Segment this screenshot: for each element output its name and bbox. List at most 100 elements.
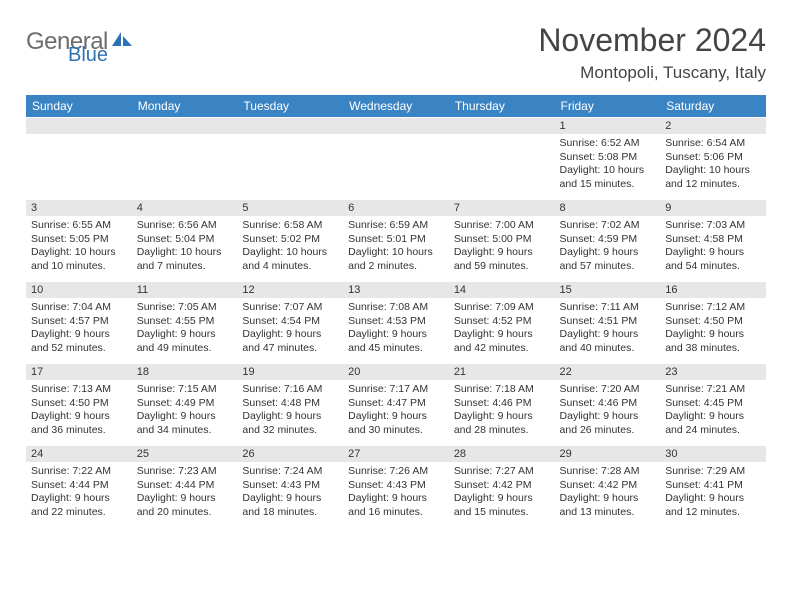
sunrise-text: Sunrise: 7:09 AM — [454, 301, 550, 315]
day-detail: Sunrise: 7:05 AMSunset: 4:55 PMDaylight:… — [132, 298, 238, 361]
calendar-day-cell: 19Sunrise: 7:16 AMSunset: 4:48 PMDayligh… — [237, 363, 343, 445]
calendar-day-cell: 4Sunrise: 6:56 AMSunset: 5:04 PMDaylight… — [132, 199, 238, 281]
sunset-text: Sunset: 5:01 PM — [348, 233, 444, 247]
calendar-day-cell: 13Sunrise: 7:08 AMSunset: 4:53 PMDayligh… — [343, 281, 449, 363]
day-number: 19 — [237, 363, 343, 380]
sunset-text: Sunset: 5:06 PM — [665, 151, 761, 165]
daylight-text: Daylight: 9 hours and 13 minutes. — [560, 492, 656, 519]
daylight-text: Daylight: 9 hours and 40 minutes. — [560, 328, 656, 355]
sunrise-text: Sunrise: 7:23 AM — [137, 465, 233, 479]
title-block: November 2024 Montopoli, Tuscany, Italy — [538, 22, 766, 83]
day-detail: Sunrise: 7:12 AMSunset: 4:50 PMDaylight:… — [660, 298, 766, 361]
page-container: General Blue November 2024 Montopoli, Tu… — [0, 0, 792, 545]
day-detail: Sunrise: 6:59 AMSunset: 5:01 PMDaylight:… — [343, 216, 449, 279]
daylight-text: Daylight: 9 hours and 42 minutes. — [454, 328, 550, 355]
daylight-text: Daylight: 9 hours and 38 minutes. — [665, 328, 761, 355]
sunrise-text: Sunrise: 7:02 AM — [560, 219, 656, 233]
calendar-day-cell: 22Sunrise: 7:20 AMSunset: 4:46 PMDayligh… — [555, 363, 661, 445]
day-number: 6 — [343, 199, 449, 216]
day-number: 24 — [26, 445, 132, 462]
calendar-day-cell — [343, 117, 449, 199]
day-detail: Sunrise: 7:09 AMSunset: 4:52 PMDaylight:… — [449, 298, 555, 361]
logo-sail-icon — [112, 32, 132, 48]
day-number: 3 — [26, 199, 132, 216]
calendar-day-cell: 9Sunrise: 7:03 AMSunset: 4:58 PMDaylight… — [660, 199, 766, 281]
sunset-text: Sunset: 4:47 PM — [348, 397, 444, 411]
calendar-day-cell: 26Sunrise: 7:24 AMSunset: 4:43 PMDayligh… — [237, 445, 343, 527]
daylight-text: Daylight: 9 hours and 52 minutes. — [31, 328, 127, 355]
day-detail: Sunrise: 7:18 AMSunset: 4:46 PMDaylight:… — [449, 380, 555, 443]
calendar-day-cell: 12Sunrise: 7:07 AMSunset: 4:54 PMDayligh… — [237, 281, 343, 363]
calendar-day-cell: 16Sunrise: 7:12 AMSunset: 4:50 PMDayligh… — [660, 281, 766, 363]
calendar-day-cell: 14Sunrise: 7:09 AMSunset: 4:52 PMDayligh… — [449, 281, 555, 363]
day-detail: Sunrise: 7:20 AMSunset: 4:46 PMDaylight:… — [555, 380, 661, 443]
daylight-text: Daylight: 9 hours and 54 minutes. — [665, 246, 761, 273]
sunrise-text: Sunrise: 7:17 AM — [348, 383, 444, 397]
sunrise-text: Sunrise: 7:08 AM — [348, 301, 444, 315]
day-number: 5 — [237, 199, 343, 216]
day-detail: Sunrise: 7:04 AMSunset: 4:57 PMDaylight:… — [26, 298, 132, 361]
calendar-day-cell: 21Sunrise: 7:18 AMSunset: 4:46 PMDayligh… — [449, 363, 555, 445]
calendar-day-cell: 2Sunrise: 6:54 AMSunset: 5:06 PMDaylight… — [660, 117, 766, 199]
calendar-day-cell: 1Sunrise: 6:52 AMSunset: 5:08 PMDaylight… — [555, 117, 661, 199]
daylight-text: Daylight: 9 hours and 16 minutes. — [348, 492, 444, 519]
calendar-day-cell: 5Sunrise: 6:58 AMSunset: 5:02 PMDaylight… — [237, 199, 343, 281]
day-number — [343, 117, 449, 134]
day-number: 2 — [660, 117, 766, 134]
calendar-day-cell: 15Sunrise: 7:11 AMSunset: 4:51 PMDayligh… — [555, 281, 661, 363]
calendar-day-cell — [449, 117, 555, 199]
day-number: 8 — [555, 199, 661, 216]
sunrise-text: Sunrise: 6:55 AM — [31, 219, 127, 233]
day-header: Thursday — [449, 95, 555, 117]
day-header: Saturday — [660, 95, 766, 117]
daylight-text: Daylight: 9 hours and 15 minutes. — [454, 492, 550, 519]
day-detail: Sunrise: 7:03 AMSunset: 4:58 PMDaylight:… — [660, 216, 766, 279]
day-header: Sunday — [26, 95, 132, 117]
sunrise-text: Sunrise: 6:59 AM — [348, 219, 444, 233]
day-number: 28 — [449, 445, 555, 462]
day-detail: Sunrise: 6:54 AMSunset: 5:06 PMDaylight:… — [660, 134, 766, 197]
day-number — [449, 117, 555, 134]
sunset-text: Sunset: 4:53 PM — [348, 315, 444, 329]
sunrise-text: Sunrise: 7:24 AM — [242, 465, 338, 479]
sunrise-text: Sunrise: 7:03 AM — [665, 219, 761, 233]
daylight-text: Daylight: 9 hours and 12 minutes. — [665, 492, 761, 519]
daylight-text: Daylight: 9 hours and 22 minutes. — [31, 492, 127, 519]
sunset-text: Sunset: 4:49 PM — [137, 397, 233, 411]
daylight-text: Daylight: 9 hours and 45 minutes. — [348, 328, 444, 355]
calendar-day-cell: 10Sunrise: 7:04 AMSunset: 4:57 PMDayligh… — [26, 281, 132, 363]
sunrise-text: Sunrise: 7:18 AM — [454, 383, 550, 397]
day-header: Friday — [555, 95, 661, 117]
daylight-text: Daylight: 9 hours and 28 minutes. — [454, 410, 550, 437]
sunset-text: Sunset: 5:08 PM — [560, 151, 656, 165]
day-detail: Sunrise: 6:58 AMSunset: 5:02 PMDaylight:… — [237, 216, 343, 279]
sunrise-text: Sunrise: 7:27 AM — [454, 465, 550, 479]
sunrise-text: Sunrise: 7:04 AM — [31, 301, 127, 315]
day-detail: Sunrise: 7:08 AMSunset: 4:53 PMDaylight:… — [343, 298, 449, 361]
day-header: Tuesday — [237, 95, 343, 117]
day-number: 26 — [237, 445, 343, 462]
calendar-day-cell: 23Sunrise: 7:21 AMSunset: 4:45 PMDayligh… — [660, 363, 766, 445]
sunrise-text: Sunrise: 7:12 AM — [665, 301, 761, 315]
calendar-day-cell: 29Sunrise: 7:28 AMSunset: 4:42 PMDayligh… — [555, 445, 661, 527]
day-number: 9 — [660, 199, 766, 216]
day-number: 11 — [132, 281, 238, 298]
sunset-text: Sunset: 4:46 PM — [454, 397, 550, 411]
day-detail: Sunrise: 6:55 AMSunset: 5:05 PMDaylight:… — [26, 216, 132, 279]
day-number: 17 — [26, 363, 132, 380]
sunset-text: Sunset: 5:02 PM — [242, 233, 338, 247]
daylight-text: Daylight: 9 hours and 32 minutes. — [242, 410, 338, 437]
sunrise-text: Sunrise: 7:26 AM — [348, 465, 444, 479]
sunset-text: Sunset: 4:43 PM — [242, 479, 338, 493]
day-detail: Sunrise: 7:00 AMSunset: 5:00 PMDaylight:… — [449, 216, 555, 279]
calendar-day-cell: 24Sunrise: 7:22 AMSunset: 4:44 PMDayligh… — [26, 445, 132, 527]
sunrise-text: Sunrise: 7:05 AM — [137, 301, 233, 315]
day-number — [237, 117, 343, 134]
calendar-day-cell: 25Sunrise: 7:23 AMSunset: 4:44 PMDayligh… — [132, 445, 238, 527]
sunrise-text: Sunrise: 7:13 AM — [31, 383, 127, 397]
day-detail: Sunrise: 7:16 AMSunset: 4:48 PMDaylight:… — [237, 380, 343, 443]
calendar-day-cell — [237, 117, 343, 199]
day-number: 18 — [132, 363, 238, 380]
calendar-day-cell: 20Sunrise: 7:17 AMSunset: 4:47 PMDayligh… — [343, 363, 449, 445]
calendar-body: 1Sunrise: 6:52 AMSunset: 5:08 PMDaylight… — [26, 117, 766, 527]
